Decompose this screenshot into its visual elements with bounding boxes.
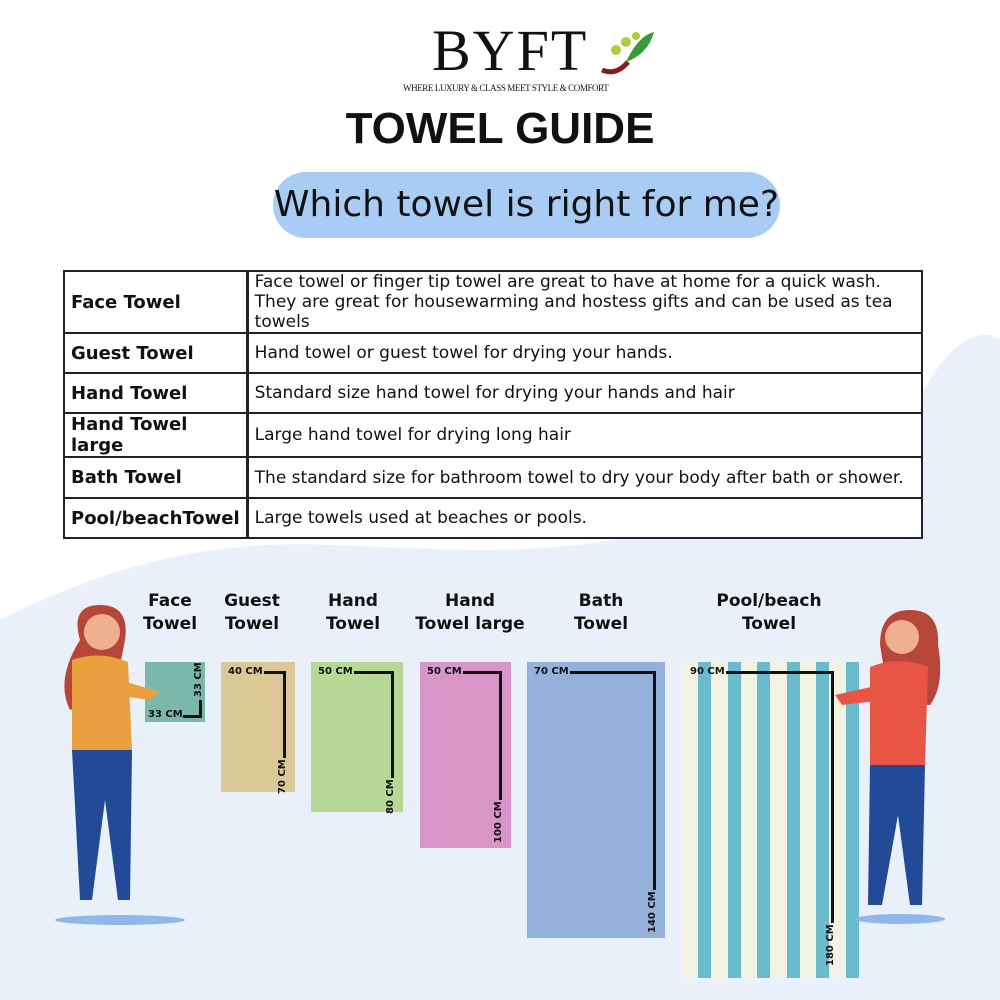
towel-description: Large hand towel for drying long hair [246,412,923,458]
width-label: 40 CM [228,666,263,677]
label-line: Towel [224,614,280,634]
towel-name: Hand Towel large [62,412,249,458]
width-label: 33 CM [148,709,183,720]
towel-stripe [727,662,741,978]
width-line [570,671,655,674]
height-label: 140 CM [647,891,658,933]
leaf-icon [601,32,654,75]
label-line: Pool/beach [716,591,822,611]
desc-line: Face towel or finger tip towel are great… [254,272,881,292]
height-label: 180 CM [825,924,836,966]
towel-shape [527,662,665,938]
label-line: Hand [328,591,378,611]
towel-description: Large towels used at beaches or pools. [246,497,923,539]
towel-table: Face Towel Face towel or finger tip towel… [62,270,923,539]
label-line: Face [148,591,192,611]
height-line [653,671,656,890]
height-label: 70 CM [277,759,288,794]
width-line [354,671,393,674]
page-title: TOWEL GUIDE [345,104,655,153]
towel-name: Bath Towel [62,456,249,499]
width-label: 50 CM [318,666,353,677]
table-row: Hand Towel Standard size hand towel for d… [62,372,923,414]
table-row: Guest Towel Hand towel or guest towel for… [62,332,923,374]
towel-label: Face Towel [100,590,240,636]
width-line [463,671,501,674]
subtitle-pill: Which towel is right for me? [273,172,780,238]
woman-left-illustration [55,605,185,925]
towel-label: Hand Towel large [400,590,540,636]
width-line [183,715,202,718]
towel-shape [420,662,511,848]
towel-description: The standard size for bathroom towel to … [246,456,923,499]
table-row: Face Towel Face towel or finger tip towel… [62,270,923,334]
label-line: Towel [741,614,797,634]
towel-name: Face Towel [62,270,249,334]
table-row: Bath Towel The standard size for bathroom… [62,456,923,499]
towel-label: Hand Towel [283,590,423,636]
height-line [199,700,202,718]
towel-stripe [816,662,829,978]
table-row: Hand Towel large Large hand towel for dry… [62,412,923,458]
width-label: 70 CM [534,666,569,677]
width-line [264,671,285,674]
label-line: Hand [445,591,495,611]
desc-line: They are great for housewarming and host… [254,292,893,332]
towel-name: Hand Towel [62,372,249,414]
towel-label: Pool/beach Towel [699,590,839,636]
towel-stripe [845,662,859,978]
brand-logo: BYFT [432,18,589,83]
height-line [391,671,394,778]
towel-label: Guest Towel [182,590,322,636]
width-label: 90 CM [690,666,725,677]
towel-description: Standard size hand towel for drying your… [246,372,923,414]
brand-tagline: WHERE LUXURY & CLASS MEET STYLE & COMFOR… [403,83,609,93]
woman-right-illustration [835,610,945,924]
towel-label: Bath Towel [531,590,671,636]
towel-stripe [757,662,770,978]
towel-shape [311,662,403,812]
height-line [499,671,502,800]
label-line: Guest [224,591,280,611]
label-line: Towel large [415,614,525,634]
towel-stripe [786,662,800,978]
height-label: 100 CM [493,801,504,843]
towel-shape [683,662,859,978]
label-line: Bath [578,591,624,611]
towel-name: Pool/beachTowel [62,497,249,539]
label-line: Towel [325,614,381,634]
label-line: Towel [573,614,629,634]
height-label: 80 CM [385,779,396,814]
table-row: Pool/beachTowel Large towels used at beac… [62,497,923,539]
towel-stripe [698,662,711,978]
towel-description: Hand towel or guest towel for drying you… [246,332,923,374]
width-line [726,671,833,674]
towel-description: Face towel or finger tip towel are great… [246,270,923,334]
label-line: Towel [142,614,198,634]
towel-shape [221,662,295,792]
width-label: 50 CM [427,666,462,677]
height-line [283,671,286,758]
towel-name: Guest Towel [62,332,249,374]
height-line [831,671,834,923]
